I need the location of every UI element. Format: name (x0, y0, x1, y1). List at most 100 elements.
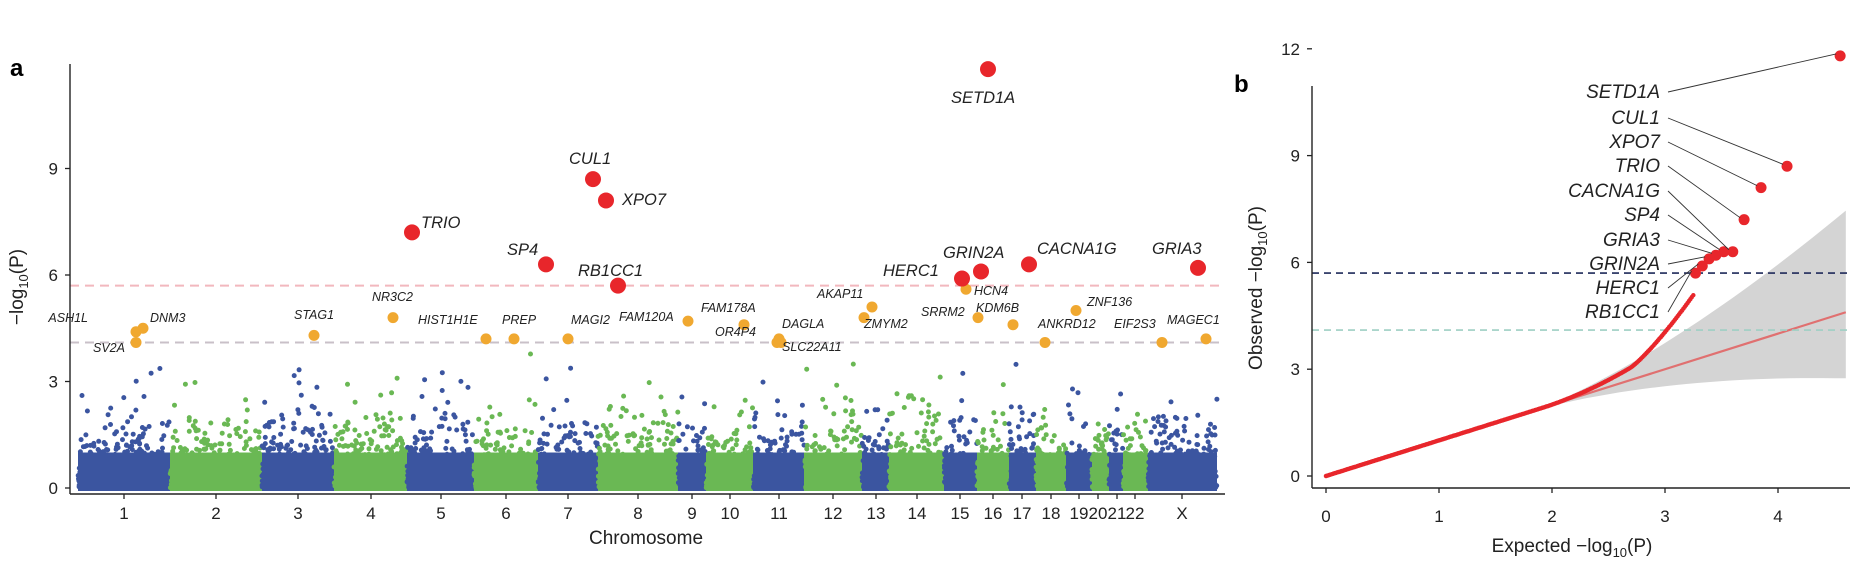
threshold-lines (1312, 272, 1850, 331)
label-srrm2: SRRM2 (921, 305, 965, 319)
x-tick-label: 12 (824, 504, 843, 523)
label-magi2: MAGI2 (571, 313, 610, 327)
point-rb1cc1 (610, 277, 626, 294)
panel-label-a: a (10, 55, 24, 82)
qq-plot: b SETD1A CUL1 XPO7 TRIO CACNA1G SP4 GRIA3 GRIN2… (1234, 40, 1850, 560)
y-axis-title: −log10(P) (7, 249, 31, 325)
label-hcn4: HCN4 (974, 284, 1008, 298)
label-hist1h1e: HIST1H1E (418, 313, 478, 327)
label-herc1: HERC1 (1596, 278, 1660, 299)
chromosome-base-17 (1009, 452, 1036, 491)
point-dnm3 (137, 322, 149, 334)
panel-label-b: b (1234, 71, 1249, 98)
point-sv2a (130, 336, 142, 348)
chromosome-base-X (1148, 452, 1217, 491)
x-tick-label: 1 (1434, 507, 1443, 526)
x-tick-label: 3 (293, 504, 302, 523)
point-trio (404, 224, 420, 241)
leader-line (1667, 214, 1721, 251)
label-rb1cc1: RB1CC1 (1585, 302, 1660, 323)
qq-point-xpo7 (1755, 182, 1767, 194)
qq-point-cloud (1323, 292, 1696, 479)
point-fam120a (682, 315, 694, 327)
label-setd1a: SETD1A (1586, 82, 1660, 103)
x-tick-label: X (1176, 504, 1187, 523)
label-setd1a: SETD1A (951, 89, 1015, 107)
qq-point-cacna1g (1727, 246, 1739, 258)
y-tick-label: 12 (1281, 40, 1300, 59)
point-eif2s3 (1156, 336, 1168, 348)
chromosome-base-14 (889, 452, 944, 491)
x-tick-label: 8 (633, 504, 642, 523)
point-setd1a (980, 61, 996, 78)
label-or4p4: OR4P4 (715, 325, 756, 339)
x-tick-label: 22 (1126, 504, 1145, 523)
label-prep: PREP (502, 313, 537, 327)
x-axis-title: Expected −log10(P) (1492, 536, 1653, 560)
point-magi2 (562, 333, 574, 345)
x-tick-label: 17 (1013, 504, 1032, 523)
point-fam178a (738, 319, 750, 331)
label-xpo7: XPO7 (1608, 132, 1661, 153)
leader-line (1667, 117, 1784, 165)
label-grin2a: GRIN2A (943, 244, 1004, 262)
x-tick-label: 4 (366, 504, 375, 523)
label-sp4: SP4 (1624, 205, 1660, 226)
point-sp4 (538, 256, 554, 273)
label-sv2a: SV2A (93, 341, 125, 355)
point-slc22a11 (775, 336, 787, 348)
suggestive-points: ASH1L DNM3 SV2A STAG1 NR3C2 HIST1H1E PREP MAGI2… (47, 283, 1220, 355)
label-ankrd12: ANKRD12 (1037, 317, 1096, 331)
chromosome-base-5 (407, 452, 474, 491)
leader-line (1667, 256, 1706, 265)
qq-point-trio (1738, 214, 1750, 226)
chromosome-base-8 (598, 452, 678, 491)
label-rb1cc1: RB1CC1 (578, 262, 643, 280)
leader-line (1667, 239, 1712, 254)
point-znf136 (1070, 305, 1082, 316)
qq-point-cul1 (1781, 160, 1793, 172)
manhattan-plot: a ASH1L DNM3 SV2A STAG1 NR3C2 HIST1H1E PREP MAG… (7, 55, 1225, 549)
label-znf136: ZNF136 (1086, 295, 1132, 309)
chromosome-base-13 (862, 452, 889, 491)
point-cul1 (585, 171, 601, 188)
background-points (75, 351, 1220, 491)
x-tick-label: 21 (1108, 504, 1127, 523)
point-magec1 (1200, 333, 1212, 345)
y-tick-label: 9 (49, 160, 58, 179)
chromosome-base-1 (78, 452, 170, 491)
x-tick-label: 2 (1547, 507, 1556, 526)
confidence-band (1325, 210, 1847, 478)
label-xpo7: XPO7 (621, 191, 667, 209)
chromosome-base-6 (474, 452, 538, 491)
x-tick-label: 6 (501, 504, 510, 523)
y-tick-label: 0 (1291, 467, 1300, 486)
chromosome-base-4 (334, 452, 407, 491)
label-cul1: CUL1 (1611, 108, 1660, 129)
point-zmym2 (858, 312, 870, 324)
x-tick-label: 1 (119, 504, 128, 523)
gene-labels: SETD1A CUL1 XPO7 TRIO CACNA1G SP4 GRIA3 GRIN2A H… (1568, 53, 1837, 323)
label-dagla: DAGLA (782, 317, 824, 331)
chromosome-base-21 (1109, 452, 1123, 491)
label-eif2s3: EIF2S3 (1114, 317, 1156, 331)
y-tick-label: 0 (49, 479, 58, 498)
y-axis-title: Observed −log10(P) (1246, 206, 1270, 370)
x-axis-title: Chromosome (589, 528, 703, 549)
x-tick-label: 14 (908, 504, 927, 523)
label-cacna1g: CACNA1G (1037, 240, 1117, 258)
chromosome-base-15 (944, 452, 977, 491)
leader-line (1667, 165, 1741, 219)
point-prep (508, 333, 520, 345)
x-tick-label: 9 (687, 504, 696, 523)
x-tick-label: 18 (1042, 504, 1061, 523)
chromosome-base-10 (706, 452, 753, 491)
qq-points (1323, 50, 1846, 479)
label-trio: TRIO (421, 214, 461, 232)
point-stag1 (308, 329, 320, 341)
point-nr3c2 (387, 312, 399, 324)
point-herc1 (954, 270, 970, 287)
